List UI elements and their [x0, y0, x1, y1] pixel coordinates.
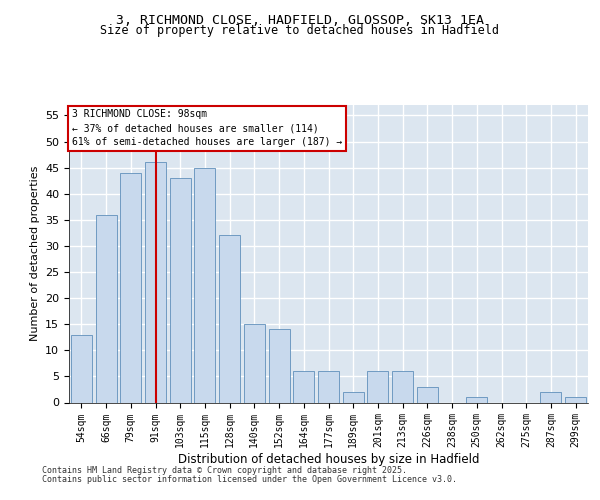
Bar	[219, 236, 240, 402]
Text: 3 RICHMOND CLOSE: 98sqm
← 37% of detached houses are smaller (114)
61% of semi-d: 3 RICHMOND CLOSE: 98sqm ← 37% of detache…	[71, 110, 342, 148]
Bar	[145, 162, 166, 402]
Bar	[293, 371, 314, 402]
Bar	[417, 387, 438, 402]
Bar	[244, 324, 265, 402]
Bar	[565, 398, 586, 402]
X-axis label: Distribution of detached houses by size in Hadfield: Distribution of detached houses by size …	[178, 453, 479, 466]
Text: Contains HM Land Registry data © Crown copyright and database right 2025.: Contains HM Land Registry data © Crown c…	[42, 466, 407, 475]
Bar	[170, 178, 191, 402]
Text: Contains public sector information licensed under the Open Government Licence v3: Contains public sector information licen…	[42, 475, 457, 484]
Bar	[541, 392, 562, 402]
Bar	[367, 371, 388, 402]
Bar	[466, 398, 487, 402]
Bar	[392, 371, 413, 402]
Bar	[71, 334, 92, 402]
Bar	[120, 173, 141, 402]
Bar	[343, 392, 364, 402]
Bar	[318, 371, 339, 402]
Text: Size of property relative to detached houses in Hadfield: Size of property relative to detached ho…	[101, 24, 499, 37]
Y-axis label: Number of detached properties: Number of detached properties	[29, 166, 40, 342]
Text: 3, RICHMOND CLOSE, HADFIELD, GLOSSOP, SK13 1EA: 3, RICHMOND CLOSE, HADFIELD, GLOSSOP, SK…	[116, 14, 484, 27]
Bar	[269, 330, 290, 402]
Bar	[194, 168, 215, 402]
Bar	[95, 214, 116, 402]
